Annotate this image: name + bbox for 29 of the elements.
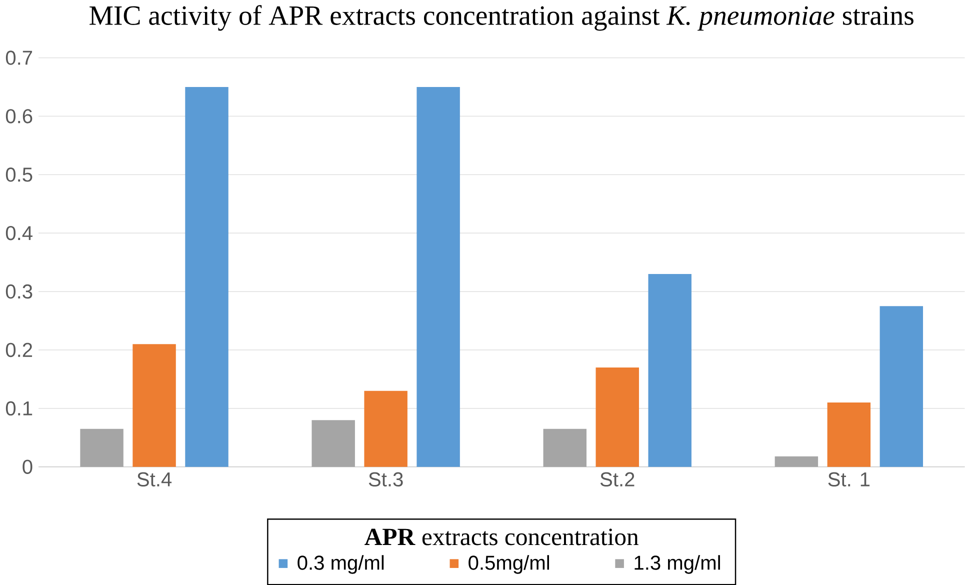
legend-label: 0.5mg/ml — [468, 555, 549, 574]
bar — [312, 420, 355, 467]
x-tick-label: St.2 — [600, 472, 634, 486]
legend-label: 1.3 mg/ml — [634, 555, 720, 574]
y-tick-label: 0.4 — [6, 226, 32, 240]
legend-title: APR extracts concentration — [364, 528, 639, 546]
bar — [596, 367, 639, 467]
x-tick-label: St. 1 — [828, 472, 870, 486]
y-tick-label: 0.2 — [6, 342, 32, 357]
y-tick-label: 0.1 — [6, 401, 32, 416]
legend-label: 0.3 mg/ml — [298, 555, 384, 574]
bar — [364, 390, 408, 467]
bar — [880, 306, 924, 467]
bar — [132, 344, 176, 467]
y-tick-label: 0.7 — [6, 50, 32, 65]
bar — [416, 86, 460, 467]
bar — [543, 428, 587, 467]
bar — [774, 456, 818, 467]
y-tick-label: 0.5 — [6, 167, 32, 182]
chart-title: MIC activity of APR extracts concentration against K. pneumoniae strains — [90, 5, 914, 31]
x-tick-label: St.4 — [137, 472, 172, 486]
bar — [80, 428, 124, 467]
y-tick-label: 0.6 — [6, 108, 32, 124]
bar — [185, 86, 228, 467]
y-tick-label: 0 — [22, 460, 32, 474]
bar — [648, 274, 692, 467]
x-tick-label: St.3 — [368, 472, 403, 486]
bar — [827, 402, 871, 467]
y-tick-label: 0.3 — [6, 284, 32, 299]
